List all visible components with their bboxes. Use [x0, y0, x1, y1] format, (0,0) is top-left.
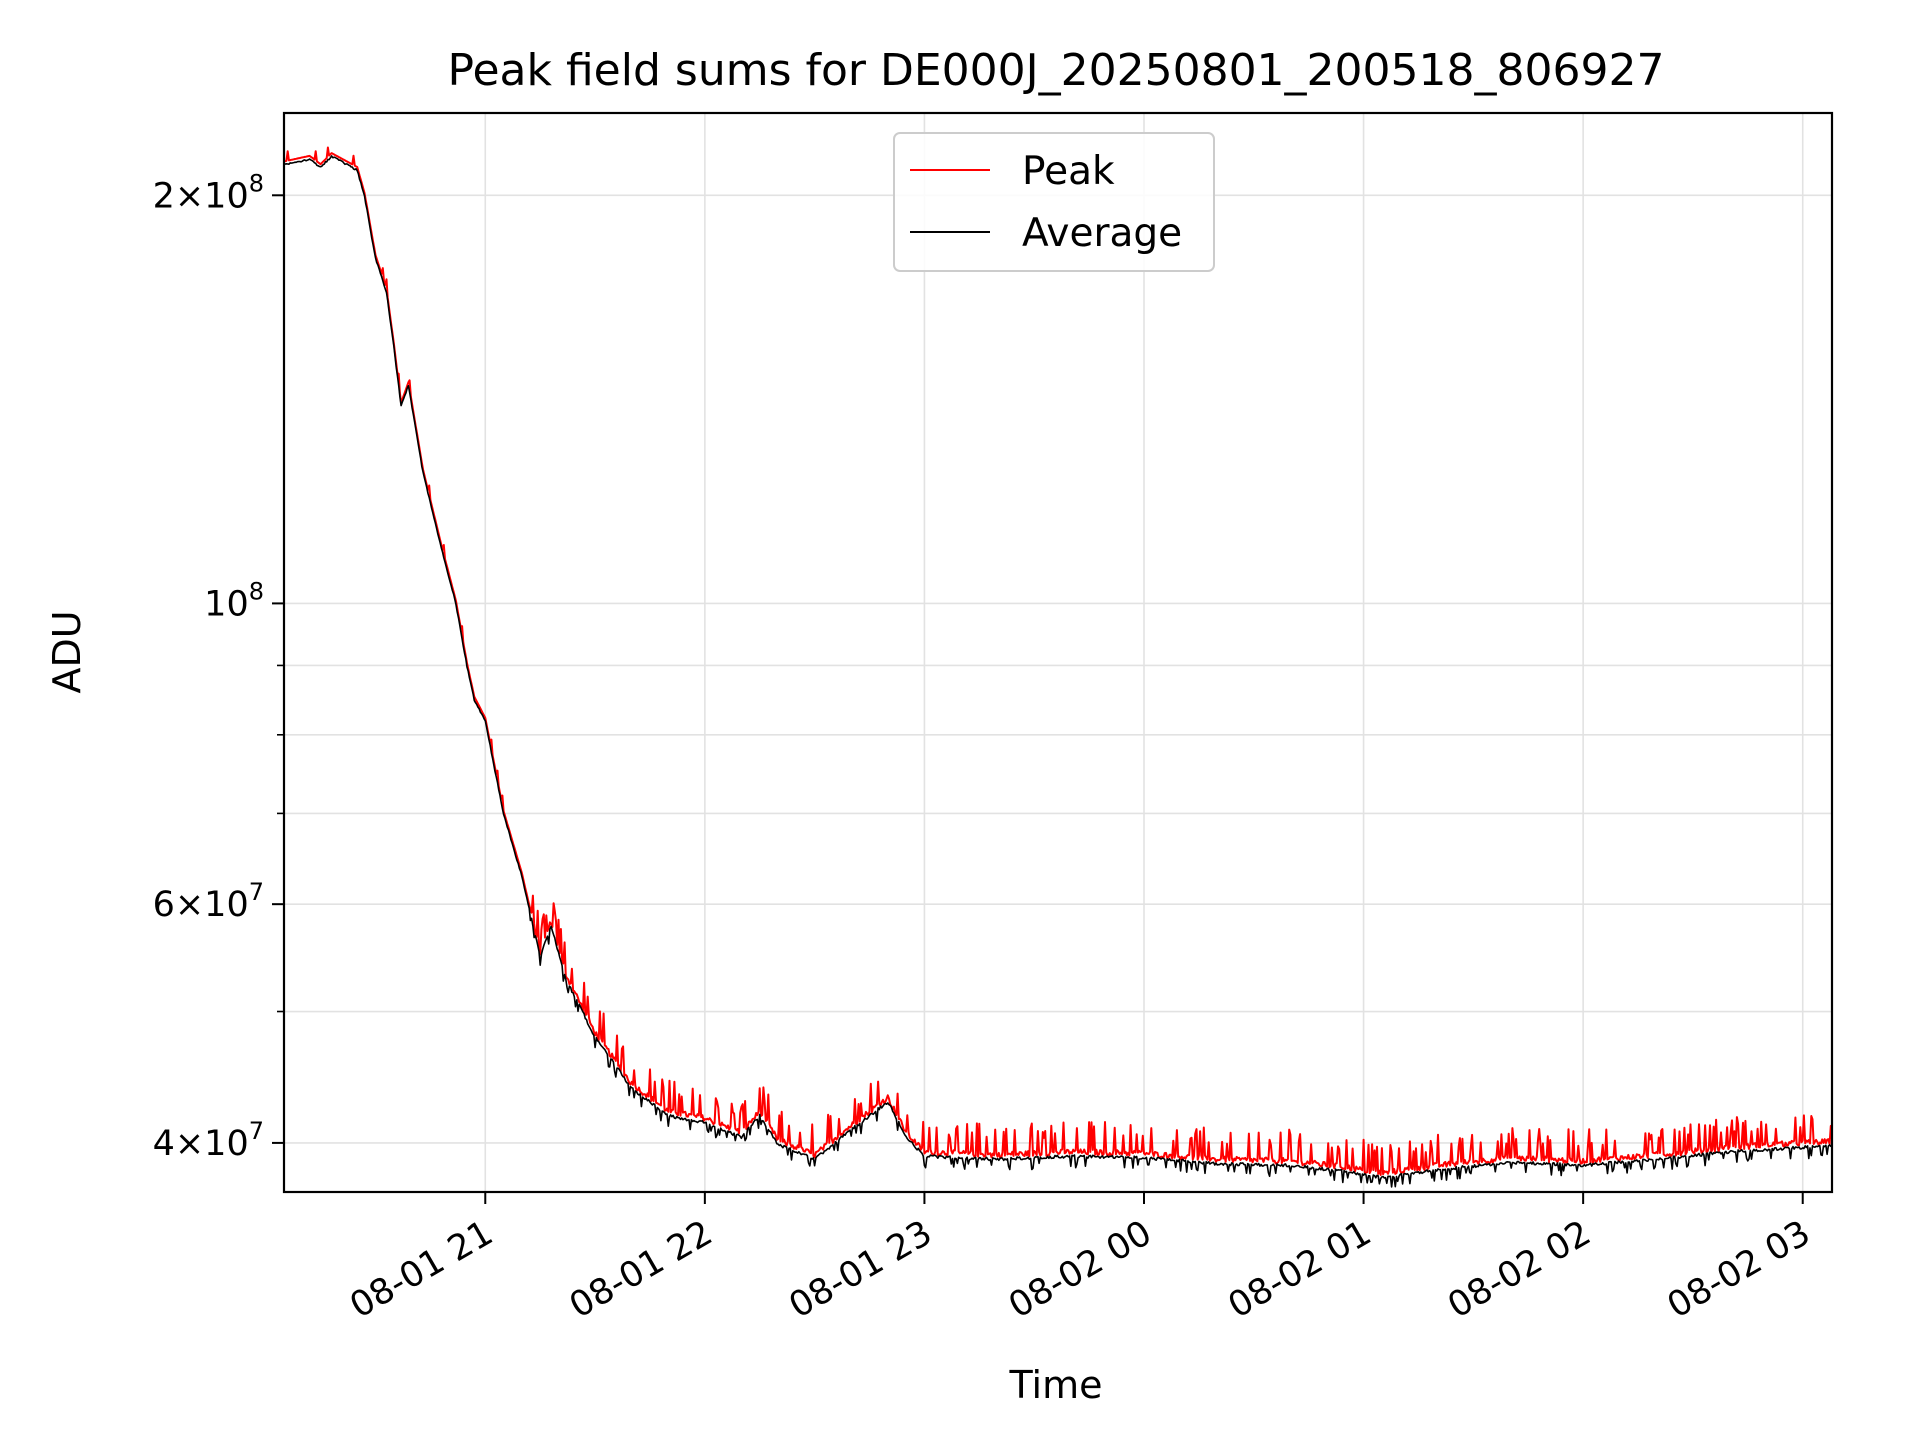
y-tick-label: 108 [204, 577, 264, 624]
plot-area-frame [282, 111, 1834, 1194]
y-tick-base: 10 [204, 1124, 249, 1164]
y-tick-mantissa: 2 [153, 176, 175, 216]
y-axis-label: ADU [45, 610, 89, 693]
y-tick-mantissa: 4 [153, 1124, 175, 1164]
legend: Peak Average [893, 132, 1215, 272]
legend-label-peak: Peak [1022, 149, 1115, 194]
x-axis-label: Time [1009, 1363, 1103, 1407]
y-tick-exponent: 7 [249, 878, 264, 906]
y-tick-mantissa: 6 [153, 885, 175, 925]
y-tick-base: 10 [204, 584, 249, 624]
y-tick-label: 2×108 [153, 169, 264, 216]
y-tick-exponent: 8 [249, 577, 264, 605]
legend-box [893, 132, 1215, 272]
y-tick-base: 10 [204, 885, 249, 925]
y-tick-label: 6×107 [153, 878, 264, 925]
series-line-peak [284, 146, 1832, 1176]
y-tick-times: × [175, 176, 204, 216]
y-tick-times: × [175, 885, 204, 925]
chart-title: Peak field sums for DE000J_20250801_2005… [448, 45, 1665, 96]
y-tick-base: 10 [204, 176, 249, 216]
y-tick-exponent: 7 [249, 1117, 264, 1145]
y-tick-exponent: 8 [249, 169, 264, 197]
y-tick-times: × [175, 1124, 204, 1164]
plot-series [284, 146, 1832, 1188]
series-line-average [284, 155, 1832, 1188]
legend-label-average: Average [1022, 211, 1182, 256]
y-tick-label: 4×107 [153, 1117, 264, 1164]
